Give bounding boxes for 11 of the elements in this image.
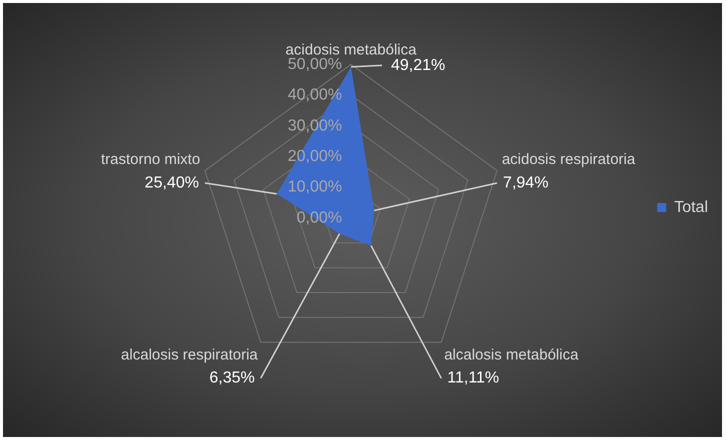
data-label: 6,35% (209, 370, 255, 387)
spoke-label: trastorno mixto (100, 151, 200, 168)
data-label: 11,11% (447, 370, 500, 387)
legend-label: Total (674, 198, 708, 216)
spoke-label: alcalosis respiratoria (121, 346, 258, 364)
spoke-label: alcalosis metabólica (444, 346, 580, 364)
data-label: 25,40% (144, 174, 199, 192)
data-label: 49,21% (391, 56, 446, 74)
y-tick-label: 10,00% (288, 178, 342, 196)
spoke-label: acidosis respiratoria (502, 151, 636, 168)
data-label: 7,94% (503, 174, 548, 192)
